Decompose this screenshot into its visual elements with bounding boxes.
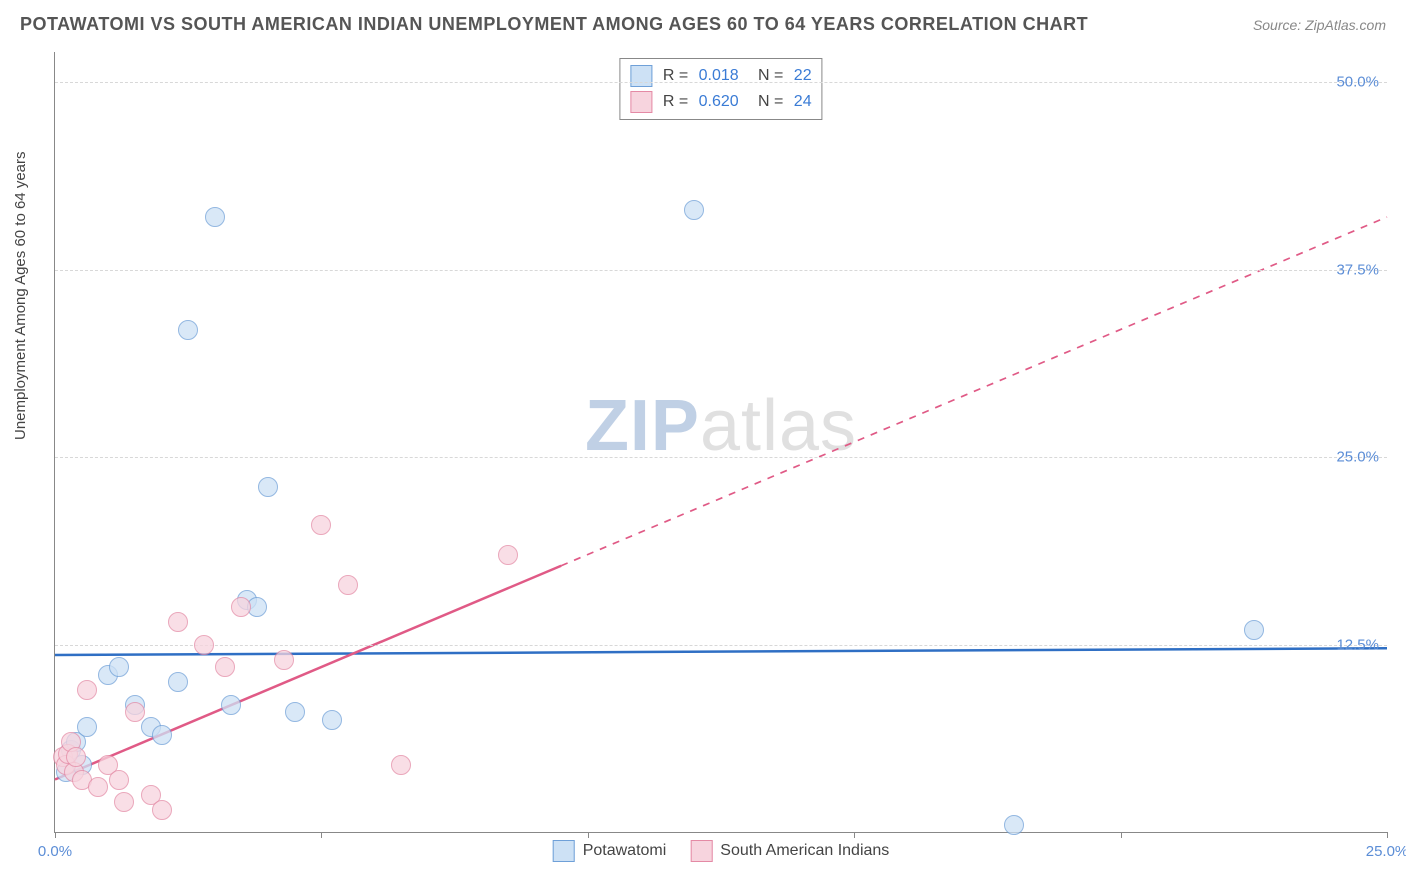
data-point	[168, 612, 188, 632]
data-point	[338, 575, 358, 595]
source-text: Source: ZipAtlas.com	[1253, 17, 1386, 33]
x-tick-label: 0.0%	[38, 843, 72, 860]
x-tick-label: 25.0%	[1366, 843, 1406, 860]
data-point	[194, 635, 214, 655]
x-tick	[1387, 832, 1388, 838]
data-point	[1244, 620, 1264, 640]
data-point	[498, 545, 518, 565]
data-point	[1004, 815, 1024, 835]
trend-line-solid	[55, 566, 561, 780]
trend-line	[55, 648, 1387, 655]
y-axis-label: Unemployment Among Ages 60 to 64 years	[12, 151, 29, 440]
legend-swatch	[630, 91, 652, 113]
legend-r-value: 0.620	[699, 93, 739, 111]
legend-bottom-item: South American Indians	[690, 840, 889, 862]
data-point	[114, 792, 134, 812]
data-point	[322, 710, 342, 730]
y-tick-label: 50.0%	[1336, 74, 1379, 91]
data-point	[77, 717, 97, 737]
data-point	[109, 657, 129, 677]
legend-n-value: 24	[794, 93, 812, 111]
gridline-h	[55, 645, 1387, 646]
x-tick	[588, 832, 589, 838]
y-tick-label: 25.0%	[1336, 449, 1379, 466]
data-point	[109, 770, 129, 790]
data-point	[215, 657, 235, 677]
data-point	[205, 207, 225, 227]
legend-n-label: N =	[745, 93, 788, 111]
x-tick	[1121, 832, 1122, 838]
legend-bottom-label: Potawatomi	[583, 842, 667, 860]
x-tick	[321, 832, 322, 838]
data-point	[221, 695, 241, 715]
y-tick-label: 37.5%	[1336, 261, 1379, 278]
data-point	[152, 725, 172, 745]
legend-swatch	[630, 65, 652, 87]
plot-area: ZIPatlas R = 0.018 N = 22 R = 0.620 N = …	[54, 52, 1387, 833]
gridline-h	[55, 82, 1387, 83]
data-point	[66, 747, 86, 767]
legend-bottom-item: Potawatomi	[553, 840, 667, 862]
data-point	[178, 320, 198, 340]
legend-bottom: Potawatomi South American Indians	[553, 840, 890, 862]
trend-lines-svg	[55, 52, 1387, 832]
y-tick-label: 12.5%	[1336, 636, 1379, 653]
data-point	[231, 597, 251, 617]
data-point	[311, 515, 331, 535]
legend-top: R = 0.018 N = 22 R = 0.620 N = 24	[619, 58, 822, 120]
gridline-h	[55, 270, 1387, 271]
data-point	[391, 755, 411, 775]
data-point	[152, 800, 172, 820]
legend-top-row: R = 0.018 N = 22	[630, 63, 811, 89]
data-point	[684, 200, 704, 220]
legend-swatch	[553, 840, 575, 862]
data-point	[258, 477, 278, 497]
x-tick	[55, 832, 56, 838]
legend-r-label: R =	[658, 93, 692, 111]
data-point	[77, 680, 97, 700]
data-point	[125, 702, 145, 722]
data-point	[274, 650, 294, 670]
data-point	[168, 672, 188, 692]
legend-top-row: R = 0.620 N = 24	[630, 89, 811, 115]
x-tick	[854, 832, 855, 838]
data-point	[88, 777, 108, 797]
legend-bottom-label: South American Indians	[720, 842, 889, 860]
data-point	[285, 702, 305, 722]
gridline-h	[55, 457, 1387, 458]
legend-swatch	[690, 840, 712, 862]
title-bar: POTAWATOMI VS SOUTH AMERICAN INDIAN UNEM…	[20, 14, 1386, 35]
chart-title: POTAWATOMI VS SOUTH AMERICAN INDIAN UNEM…	[20, 14, 1088, 35]
